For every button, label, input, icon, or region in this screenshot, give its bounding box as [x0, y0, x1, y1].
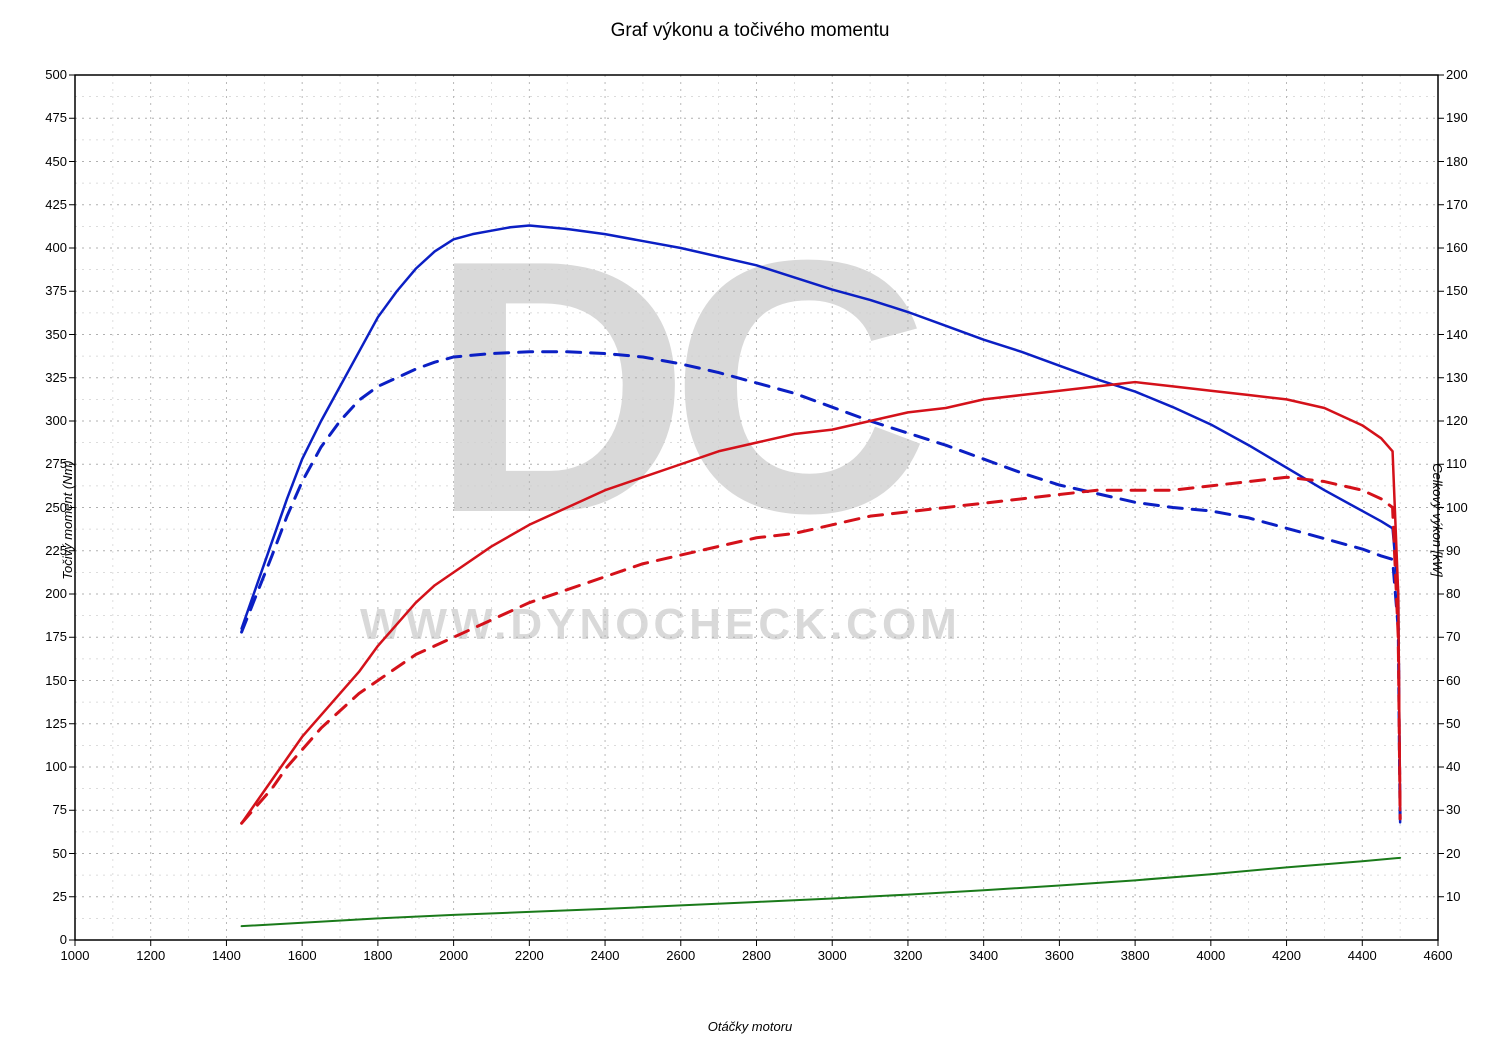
x-tick-label: 3600: [1039, 948, 1079, 963]
x-tick-label: 2600: [661, 948, 701, 963]
y1-tick-label: 500: [45, 67, 67, 82]
x-tick-label: 1000: [55, 948, 95, 963]
series-losses: [242, 858, 1401, 926]
y1-tick-label: 100: [45, 759, 67, 774]
x-tick-label: 3000: [812, 948, 852, 963]
y1-tick-label: 75: [53, 802, 67, 817]
y1-tick-label: 50: [53, 846, 67, 861]
y1-tick-label: 400: [45, 240, 67, 255]
y2-tick-label: 20: [1446, 846, 1460, 861]
y2-tick-label: 130: [1446, 370, 1468, 385]
y1-tick-label: 325: [45, 370, 67, 385]
y1-axis-label: Točivý moment (Nm): [60, 460, 75, 579]
chart-container: Graf výkonu a točivého momentu DC WWW.DY…: [0, 0, 1500, 1040]
y2-tick-label: 10: [1446, 889, 1460, 904]
y2-tick-label: 30: [1446, 802, 1460, 817]
y1-tick-label: 150: [45, 673, 67, 688]
x-tick-label: 3200: [888, 948, 928, 963]
y1-tick-label: 350: [45, 327, 67, 342]
y1-tick-label: 450: [45, 154, 67, 169]
series-power_tuned: [242, 382, 1401, 823]
y2-tick-label: 40: [1446, 759, 1460, 774]
series-torque_stock: [242, 352, 1401, 819]
y1-tick-label: 175: [45, 629, 67, 644]
y2-tick-label: 70: [1446, 629, 1460, 644]
x-tick-label: 2800: [737, 948, 777, 963]
y2-tick-label: 200: [1446, 67, 1468, 82]
x-tick-label: 4400: [1342, 948, 1382, 963]
y2-tick-label: 100: [1446, 500, 1468, 515]
y2-tick-label: 90: [1446, 543, 1460, 558]
x-tick-label: 4000: [1191, 948, 1231, 963]
x-tick-label: 2200: [509, 948, 549, 963]
y2-tick-label: 190: [1446, 110, 1468, 125]
y2-tick-label: 140: [1446, 327, 1468, 342]
x-tick-label: 1200: [131, 948, 171, 963]
y1-tick-label: 25: [53, 889, 67, 904]
y1-tick-label: 375: [45, 283, 67, 298]
x-tick-label: 1800: [358, 948, 398, 963]
y1-tick-label: 425: [45, 197, 67, 212]
y2-tick-label: 170: [1446, 197, 1468, 212]
y2-tick-label: 60: [1446, 673, 1460, 688]
y2-tick-label: 180: [1446, 154, 1468, 169]
x-tick-label: 4600: [1418, 948, 1458, 963]
y2-tick-label: 80: [1446, 586, 1460, 601]
y2-tick-label: 50: [1446, 716, 1460, 731]
x-tick-label: 4200: [1267, 948, 1307, 963]
x-tick-label: 3400: [964, 948, 1004, 963]
y1-tick-label: 0: [60, 932, 67, 947]
y2-tick-label: 120: [1446, 413, 1468, 428]
y1-tick-label: 125: [45, 716, 67, 731]
series-torque_tuned: [242, 226, 1401, 823]
y2-tick-label: 160: [1446, 240, 1468, 255]
x-tick-label: 3800: [1115, 948, 1155, 963]
x-tick-label: 1400: [206, 948, 246, 963]
y2-tick-label: 150: [1446, 283, 1468, 298]
y2-tick-label: 110: [1446, 456, 1467, 471]
x-axis-label: Otáčky motoru: [0, 1019, 1500, 1034]
y1-tick-label: 200: [45, 586, 67, 601]
x-tick-label: 1600: [282, 948, 322, 963]
plot-svg: [0, 0, 1500, 1040]
y1-tick-label: 475: [45, 110, 67, 125]
y1-tick-label: 300: [45, 413, 67, 428]
x-tick-label: 2000: [434, 948, 474, 963]
series-power_stock: [242, 477, 1401, 823]
x-tick-label: 2400: [585, 948, 625, 963]
y2-axis-label: Celkový výkon [kW]: [1430, 463, 1445, 576]
